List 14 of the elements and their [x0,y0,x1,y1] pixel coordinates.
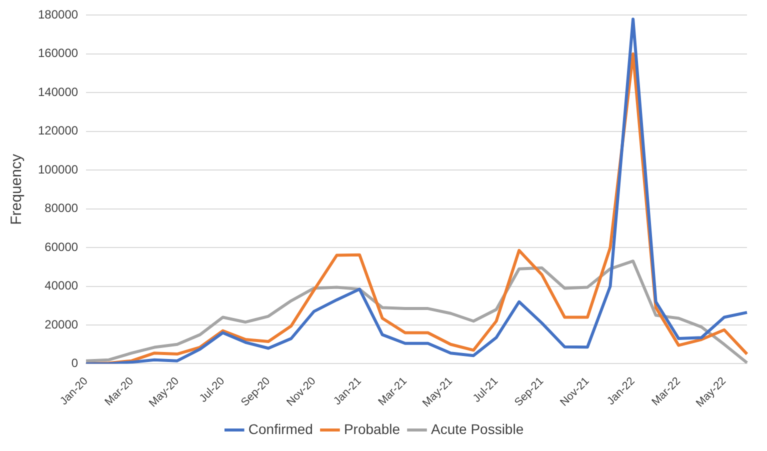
y-tick-label: 0 [71,356,78,370]
y-tick-label: 80000 [44,201,78,216]
legend-label: Probable [344,420,400,437]
y-tick-label: 40000 [44,278,78,293]
legend-label: Acute Possible [431,420,524,437]
y-tick-label: 100000 [38,162,78,176]
y-tick-label: 140000 [38,84,78,99]
legend-label: Confirmed [248,420,313,437]
y-tick-label: 60000 [44,240,78,254]
y-axis-title: Frequency [8,154,26,225]
y-tick-label: 20000 [44,317,78,332]
y-tick-label: 180000 [38,8,78,22]
y-tick-label: 160000 [38,46,78,60]
y-tick-label: 120000 [38,124,78,138]
